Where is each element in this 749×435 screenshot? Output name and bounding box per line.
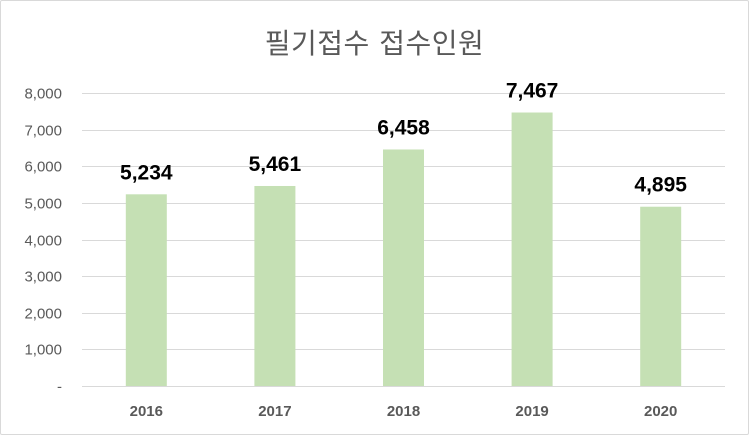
y-tick-label: 5,000 — [24, 196, 62, 213]
y-tick-label: 3,000 — [24, 269, 62, 286]
data-labels: 5,234 5,461 6,458 7,467 4,895 — [120, 80, 687, 197]
bars — [125, 112, 682, 387]
bar-2019 — [511, 112, 553, 387]
x-tick-label: 2017 — [258, 403, 291, 420]
x-tick-label: 2016 — [130, 403, 163, 420]
y-axis: - 1,000 2,000 3,000 4,000 5,000 6,000 7,000 8,00… — [24, 86, 62, 396]
y-tick-label: 2,000 — [24, 306, 62, 323]
data-label: 5,461 — [249, 153, 302, 176]
y-tick-label: 4,000 — [24, 233, 62, 250]
y-tick-label: 6,000 — [24, 159, 62, 176]
y-tick-label: - — [57, 379, 62, 396]
y-tick-label: 8,000 — [24, 86, 62, 103]
x-axis: 2016 2017 2018 2019 2020 — [130, 403, 678, 420]
bar-2018 — [383, 149, 424, 386]
data-label: 6,458 — [377, 116, 430, 139]
y-tick-label: 1,000 — [24, 342, 62, 359]
chart-title: 필기접수 접수인원 — [264, 27, 485, 60]
x-tick-label: 2018 — [387, 403, 420, 420]
data-label: 5,234 — [120, 161, 173, 184]
x-tick-label: 2019 — [515, 403, 548, 420]
y-tick-label: 7,000 — [24, 123, 62, 140]
bar-2016 — [125, 194, 167, 386]
data-label: 4,895 — [634, 174, 687, 197]
bar-2020 — [640, 206, 682, 386]
data-label: 7,467 — [506, 80, 559, 103]
bar-2017 — [254, 185, 296, 386]
x-tick-label: 2020 — [644, 403, 677, 420]
